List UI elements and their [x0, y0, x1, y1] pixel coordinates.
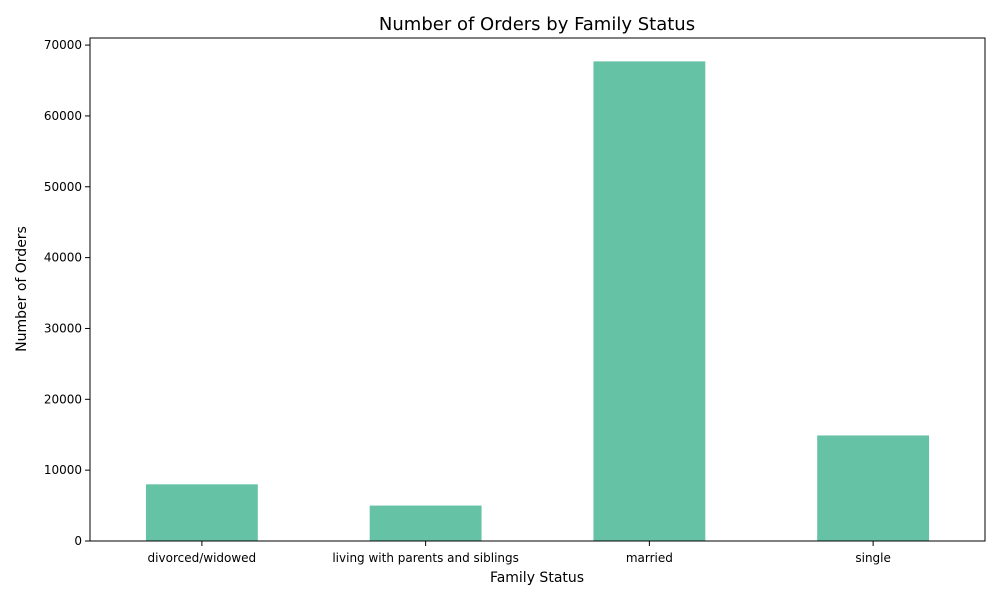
y-axis-ticks: 0 10000 20000 30000 40000 50000 60000 70000 — [44, 38, 90, 548]
bar-divorced-widowed — [145, 484, 258, 541]
y-tick-label: 30000 — [44, 321, 82, 335]
x-tick-label: married — [626, 551, 673, 565]
x-tick-label: divorced/widowed — [148, 551, 257, 565]
y-tick-label: 70000 — [44, 38, 82, 52]
x-axis-label: Family Status — [490, 570, 584, 586]
plot-frame — [89, 37, 986, 542]
y-tick-label: 20000 — [44, 392, 82, 406]
y-tick-label: 60000 — [44, 109, 82, 123]
bar-married — [593, 61, 706, 541]
x-tick-label: single — [855, 551, 891, 565]
y-tick-label: 50000 — [44, 180, 82, 194]
y-tick-label: 0 — [74, 534, 82, 548]
x-axis-ticks: divorced/widowed living with parents and … — [148, 541, 891, 565]
y-tick-label: 10000 — [44, 463, 82, 477]
chart-title: Number of Orders by Family Status — [379, 14, 695, 35]
bar-living-with-parents-and-siblings — [369, 505, 482, 541]
bars-group — [145, 61, 930, 541]
bar-single — [817, 435, 930, 541]
y-tick-label: 40000 — [44, 251, 82, 265]
y-axis-label: Number of Orders — [14, 226, 30, 352]
x-tick-label: living with parents and siblings — [332, 551, 519, 565]
